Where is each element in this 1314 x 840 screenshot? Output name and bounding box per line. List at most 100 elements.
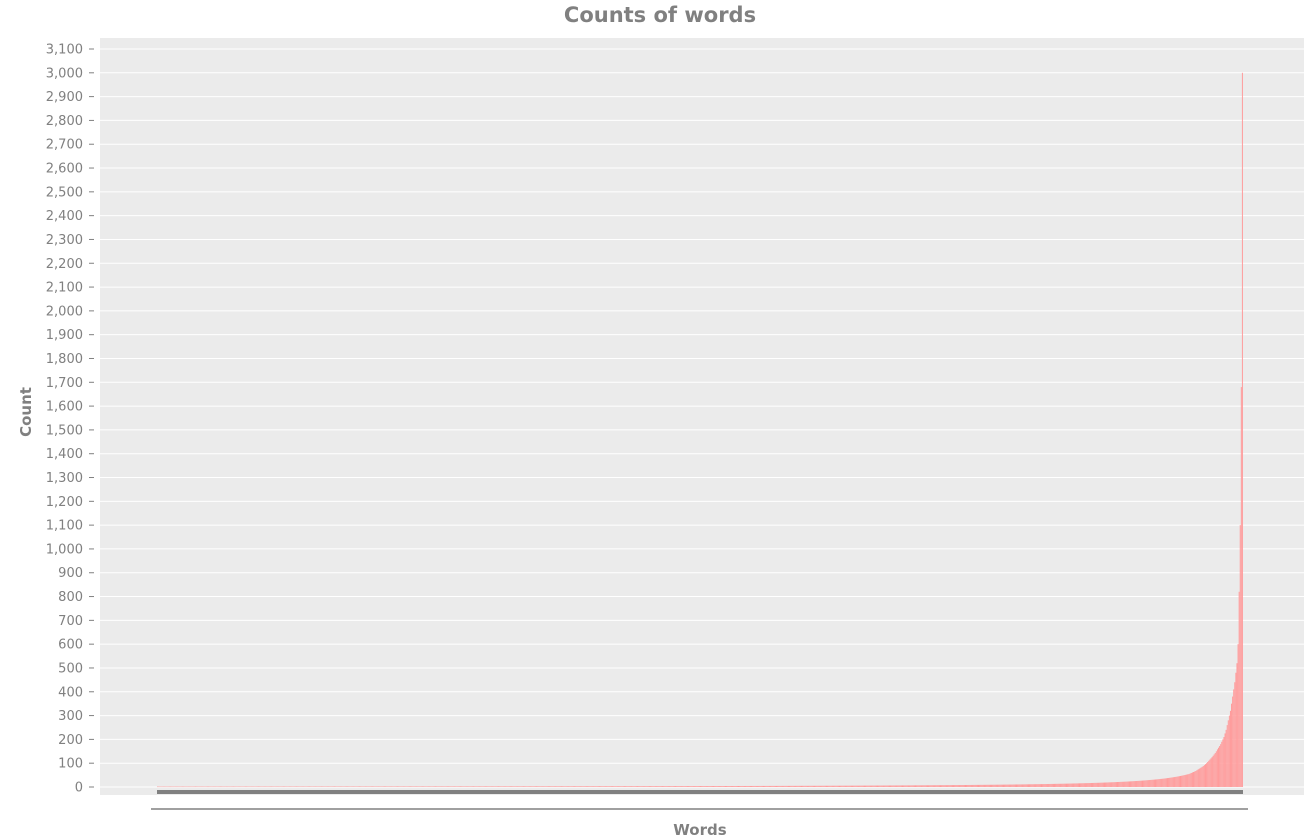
bar bbox=[260, 786, 262, 788]
bar bbox=[499, 786, 501, 787]
bar bbox=[623, 786, 625, 787]
bar bbox=[416, 786, 418, 787]
bar bbox=[514, 786, 516, 787]
bar bbox=[1234, 682, 1236, 787]
bar bbox=[1160, 778, 1162, 787]
bar bbox=[666, 786, 668, 787]
bar bbox=[206, 786, 208, 788]
bar bbox=[994, 784, 996, 787]
bar bbox=[456, 786, 458, 787]
bar bbox=[686, 786, 688, 787]
bar bbox=[695, 786, 697, 787]
bar bbox=[411, 786, 413, 787]
bar bbox=[547, 786, 549, 787]
bar bbox=[974, 784, 976, 787]
bar bbox=[443, 786, 445, 787]
bar bbox=[302, 786, 304, 788]
bar bbox=[197, 786, 199, 788]
bar bbox=[731, 786, 733, 787]
bar bbox=[553, 786, 555, 787]
bar bbox=[607, 786, 609, 787]
bar bbox=[171, 786, 173, 788]
bar bbox=[891, 785, 893, 787]
y-tick-label: 200 bbox=[58, 733, 83, 748]
bar bbox=[953, 785, 955, 787]
bar bbox=[793, 785, 795, 787]
y-tick-label: 800 bbox=[58, 590, 83, 605]
bar bbox=[322, 786, 324, 787]
bar bbox=[836, 785, 838, 787]
bar bbox=[345, 786, 347, 787]
bar bbox=[1013, 784, 1015, 787]
bar bbox=[383, 786, 385, 787]
bar bbox=[967, 784, 969, 787]
bar bbox=[728, 786, 730, 787]
bar bbox=[1117, 782, 1119, 787]
bar bbox=[509, 786, 511, 787]
bar bbox=[1095, 782, 1097, 787]
bar bbox=[550, 786, 552, 787]
y-tick-label: 3,000 bbox=[46, 66, 83, 81]
bar bbox=[1121, 781, 1123, 787]
bar bbox=[869, 785, 871, 787]
bar bbox=[453, 786, 455, 787]
bar bbox=[821, 785, 823, 787]
bar bbox=[236, 786, 238, 788]
bar bbox=[608, 786, 610, 787]
bar bbox=[198, 786, 200, 788]
bar bbox=[1200, 767, 1202, 787]
bar bbox=[766, 785, 768, 787]
bar bbox=[685, 786, 687, 787]
bar bbox=[962, 785, 964, 787]
bar bbox=[1109, 782, 1111, 787]
bar bbox=[536, 786, 537, 787]
bar bbox=[574, 786, 576, 787]
bar bbox=[798, 785, 800, 787]
bar bbox=[276, 786, 278, 788]
bar bbox=[575, 786, 577, 787]
bar bbox=[1085, 783, 1087, 787]
bar bbox=[504, 786, 506, 787]
bar bbox=[164, 786, 166, 788]
bar bbox=[823, 785, 825, 787]
bar bbox=[516, 786, 518, 787]
bar bbox=[1070, 783, 1072, 787]
bar bbox=[1074, 783, 1076, 787]
bar bbox=[1164, 778, 1166, 787]
bar bbox=[558, 786, 560, 787]
bar bbox=[410, 786, 412, 787]
bar bbox=[524, 786, 526, 787]
bar bbox=[417, 786, 419, 787]
bar bbox=[733, 786, 735, 787]
bar bbox=[671, 786, 673, 787]
bar bbox=[1146, 780, 1148, 787]
bar bbox=[585, 786, 587, 787]
bar bbox=[580, 786, 582, 787]
bar bbox=[533, 786, 535, 787]
bar bbox=[221, 786, 223, 788]
bar bbox=[1208, 760, 1210, 787]
bar bbox=[955, 785, 957, 787]
bar bbox=[368, 786, 370, 787]
bar bbox=[424, 786, 426, 787]
bar bbox=[306, 786, 308, 787]
bar bbox=[483, 786, 485, 787]
bar bbox=[612, 786, 614, 787]
bar bbox=[684, 786, 686, 787]
bar bbox=[594, 786, 596, 787]
bar bbox=[380, 786, 382, 787]
bar bbox=[740, 785, 742, 787]
bar bbox=[673, 786, 675, 787]
bar bbox=[892, 785, 894, 787]
bar bbox=[628, 786, 630, 787]
bar bbox=[997, 784, 999, 787]
bar bbox=[918, 785, 920, 787]
bar bbox=[463, 786, 465, 787]
bar bbox=[632, 786, 634, 787]
bar bbox=[505, 786, 507, 787]
bar bbox=[1188, 773, 1190, 787]
bar bbox=[1216, 749, 1218, 787]
bar bbox=[357, 786, 359, 787]
bar bbox=[589, 786, 591, 787]
bar bbox=[377, 786, 379, 787]
